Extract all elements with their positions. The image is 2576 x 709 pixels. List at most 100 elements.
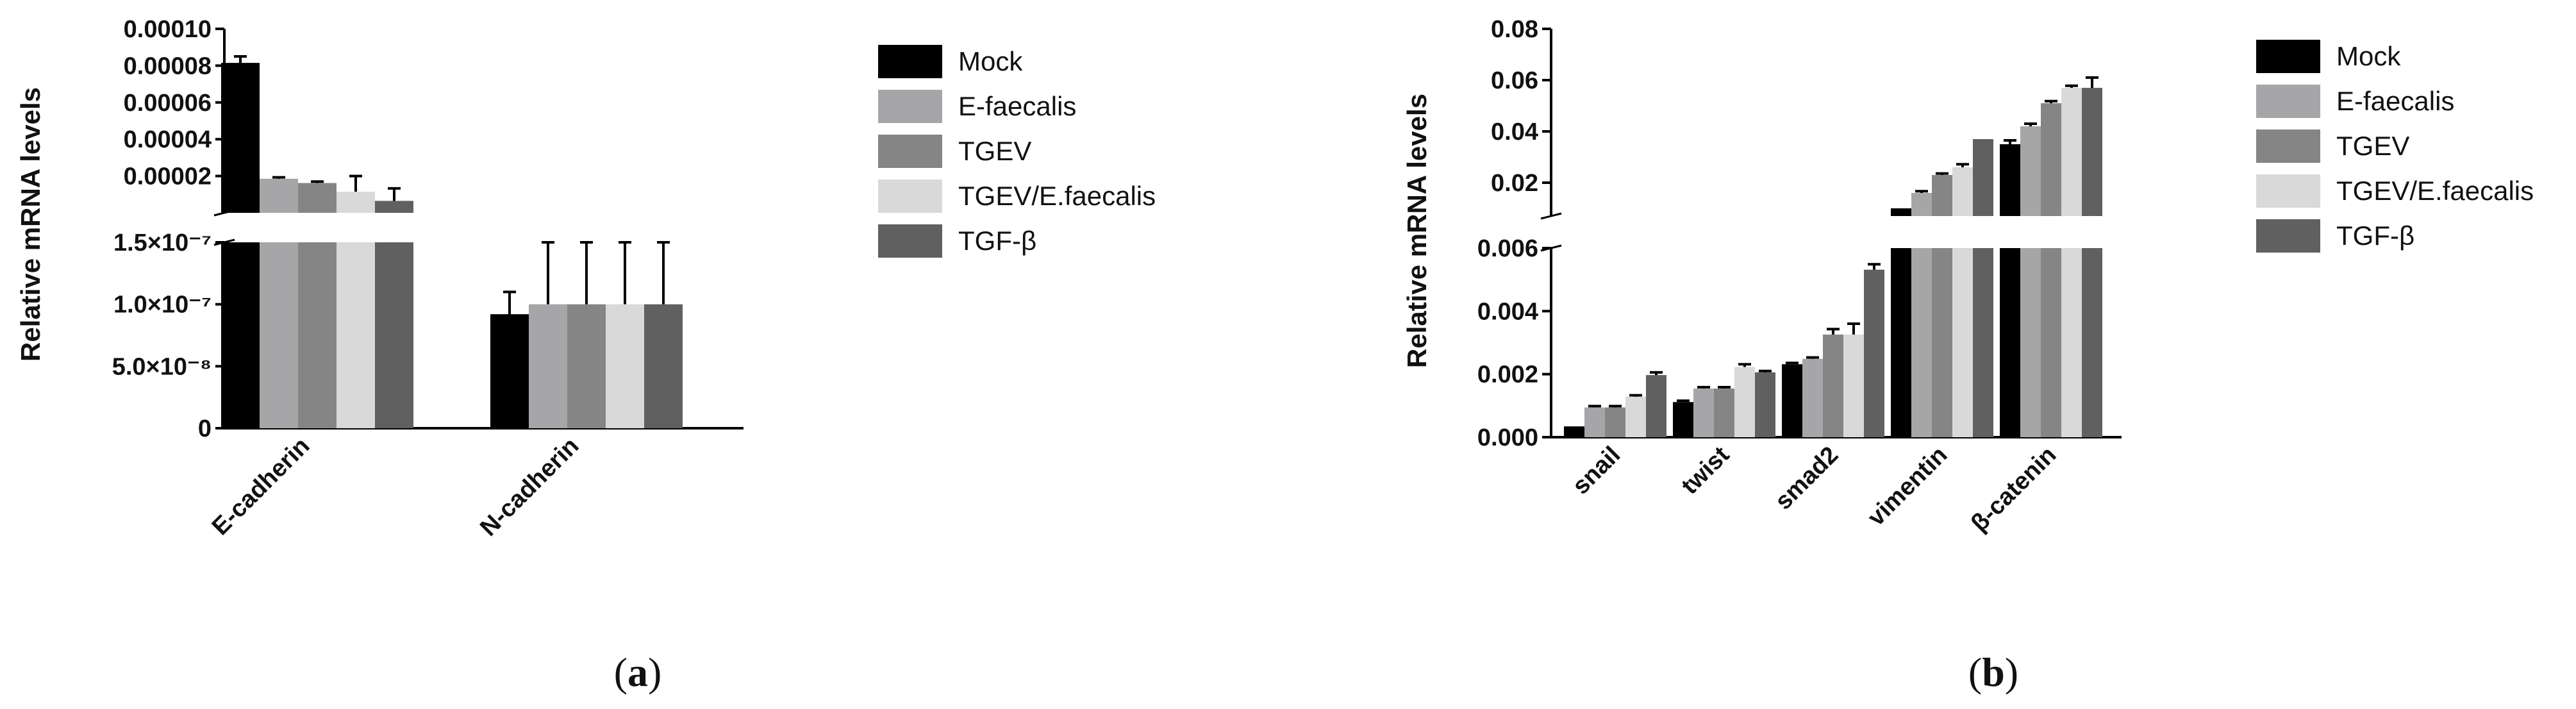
bar-TGEV/E.faecalis-E-cadherin-lower xyxy=(337,242,375,428)
y-axis-label: Relative mRNA levels xyxy=(1402,94,1432,368)
bar-Mock-vimentin xyxy=(1891,208,1911,216)
legend-label-TGF-β: TGF-β xyxy=(2336,221,2414,251)
x-tick-E-cadherin: E-cadherin xyxy=(207,433,315,541)
legend-swatch-TGF-β xyxy=(2256,219,2320,253)
bar-E-faecalis-vimentin-lower xyxy=(1911,248,1932,437)
bar-E-faecalis-N-cadherin xyxy=(529,304,567,428)
legend-label-Mock: Mock xyxy=(2336,41,2401,71)
legend-label-Mock: Mock xyxy=(958,46,1023,76)
bar-Mock-E-cadherin-lower xyxy=(221,242,260,428)
bar-TGF-β-E-cadherin-lower xyxy=(375,242,413,428)
y-tick-upper: 0.00004 xyxy=(124,126,212,153)
x-tick-N-cadherin: N-cadherin xyxy=(475,433,584,542)
bar-TGF-β-E-cadherin xyxy=(375,201,413,213)
y-axis-label: Relative mRNA levels xyxy=(15,87,46,362)
legend-swatch-TGF-β xyxy=(878,224,942,258)
bar-Mock-β-catenin-lower xyxy=(2000,248,2020,437)
y-tick-upper: 0.00010 xyxy=(124,16,212,43)
legend-swatch-E-faecalis xyxy=(878,90,942,123)
bar-E-faecalis-twist xyxy=(1693,388,1714,437)
bar-E-faecalis-vimentin xyxy=(1911,193,1932,216)
bar-TGEV/E.faecalis-twist xyxy=(1734,367,1755,437)
y-tick-lower: 0.000 xyxy=(1477,424,1538,451)
bar-Mock-β-catenin xyxy=(2000,144,2020,216)
y-tick-lower: 0.006 xyxy=(1477,235,1538,262)
y-tick-lower: 5.0×10⁻⁸ xyxy=(112,353,212,380)
y-tick-upper: 0.00008 xyxy=(124,53,212,79)
x-tick-vimentin: vimentin xyxy=(1863,442,1952,531)
legend-swatch-Mock xyxy=(2256,40,2320,73)
bar-TGEV/E.faecalis-N-cadherin xyxy=(606,304,644,428)
bar-TGEV/E.faecalis-vimentin-lower xyxy=(1952,248,1973,437)
bar-TGF-β-smad2 xyxy=(1864,269,1884,437)
bar-TGF-β-vimentin xyxy=(1973,139,1993,216)
y-tick-upper: 0.00006 xyxy=(124,90,212,117)
bar-TGEV-β-catenin xyxy=(2041,103,2061,216)
axis-break-mark xyxy=(1540,212,1562,220)
bar-TGF-β-N-cadherin xyxy=(644,304,683,428)
bar-TGEV-N-cadherin xyxy=(567,304,606,428)
bar-E-faecalis-β-catenin xyxy=(2020,126,2041,216)
bar-TGF-β-β-catenin-lower xyxy=(2082,248,2102,437)
bar-Mock-vimentin-lower xyxy=(1891,248,1911,437)
bar-Mock-N-cadherin xyxy=(490,314,529,428)
bar-Mock-twist xyxy=(1673,402,1693,437)
y-tick-lower: 0.004 xyxy=(1477,298,1538,325)
bar-Mock-smad2 xyxy=(1782,364,1802,437)
bar-Mock-snail xyxy=(1564,426,1584,437)
y-tick-upper: 0.02 xyxy=(1491,170,1538,197)
legend-label-TGF-β: TGF-β xyxy=(958,226,1036,256)
bar-TGEV-vimentin xyxy=(1932,175,1952,216)
bar-TGEV-snail xyxy=(1605,407,1625,437)
legend-label-TGEV: TGEV xyxy=(2336,131,2409,161)
bar-TGEV/E.faecalis-β-catenin-lower xyxy=(2061,248,2082,437)
y-tick-upper: 0.06 xyxy=(1491,67,1538,94)
bar-TGEV-vimentin-lower xyxy=(1932,248,1952,437)
caption-a: (a) xyxy=(614,649,662,695)
bar-TGEV-β-catenin-lower xyxy=(2041,248,2061,437)
legend-label-E-faecalis: E-faecalis xyxy=(2336,86,2454,116)
bar-TGEV/E.faecalis-smad2 xyxy=(1843,334,1864,437)
bar-TGEV/E.faecalis-snail xyxy=(1625,396,1646,437)
legend-label-TGEV: TGEV xyxy=(958,136,1031,166)
y-tick-upper: 0.08 xyxy=(1491,16,1538,43)
legend-swatch-E-faecalis xyxy=(2256,85,2320,118)
bar-Mock-E-cadherin xyxy=(221,63,260,213)
y-tick-lower: 1.0×10⁻⁷ xyxy=(113,292,212,319)
y-tick-upper: 0.00002 xyxy=(124,163,212,190)
legend-label-TGEV/E.faecalis: TGEV/E.faecalis xyxy=(958,181,1156,211)
legend-label-E-faecalis: E-faecalis xyxy=(958,91,1076,121)
bar-TGEV/E.faecalis-β-catenin xyxy=(2061,88,2082,216)
bar-TGEV-smad2 xyxy=(1823,334,1843,437)
bar-TGF-β-β-catenin xyxy=(2082,88,2102,216)
legend-label-TGEV/E.faecalis: TGEV/E.faecalis xyxy=(2336,176,2534,206)
x-tick-β-catenin: β-catenin xyxy=(1966,442,2061,537)
x-tick-smad2: smad2 xyxy=(1770,442,1844,515)
caption-b: (b) xyxy=(1968,649,2018,695)
bar-E-faecalis-E-cadherin xyxy=(260,178,298,213)
y-tick-upper: 0.04 xyxy=(1491,119,1538,146)
x-tick-twist: twist xyxy=(1676,441,1734,499)
x-tick-snail: snail xyxy=(1567,442,1625,500)
y-tick-lower: 1.5×10⁻⁷ xyxy=(113,229,212,256)
legend-swatch-TGEV/E.faecalis xyxy=(878,179,942,213)
bar-TGF-β-snail xyxy=(1646,375,1666,437)
bar-TGF-β-vimentin-lower xyxy=(1973,248,1993,437)
bar-TGEV/E.faecalis-E-cadherin xyxy=(337,191,375,213)
legend-swatch-Mock xyxy=(878,45,942,78)
bar-TGEV/E.faecalis-vimentin xyxy=(1952,167,1973,216)
legend-swatch-TGEV xyxy=(2256,129,2320,163)
bar-E-faecalis-snail xyxy=(1584,407,1605,437)
legend-swatch-TGEV xyxy=(878,135,942,168)
chart-a: 0 5.0×10⁻⁸ 1.0×10⁻⁷ 1.5×10⁻⁷ 0.00002 0.00004 0… xyxy=(15,16,1156,542)
bar-E-faecalis-smad2 xyxy=(1802,358,1823,437)
bar-TGEV-twist xyxy=(1714,388,1734,437)
chart-b: 0.000 0.002 0.004 0.006 0.02 0.04 0.06 0.08 Rela… xyxy=(1402,16,2534,537)
legend-swatch-TGEV/E.faecalis xyxy=(2256,174,2320,208)
bar-TGEV-E-cadherin xyxy=(298,183,337,213)
y-tick-lower: 0.002 xyxy=(1477,362,1538,388)
bar-E-faecalis-E-cadherin-lower xyxy=(260,242,298,428)
bar-TGF-β-twist xyxy=(1755,372,1775,437)
bar-E-faecalis-β-catenin-lower xyxy=(2020,248,2041,437)
